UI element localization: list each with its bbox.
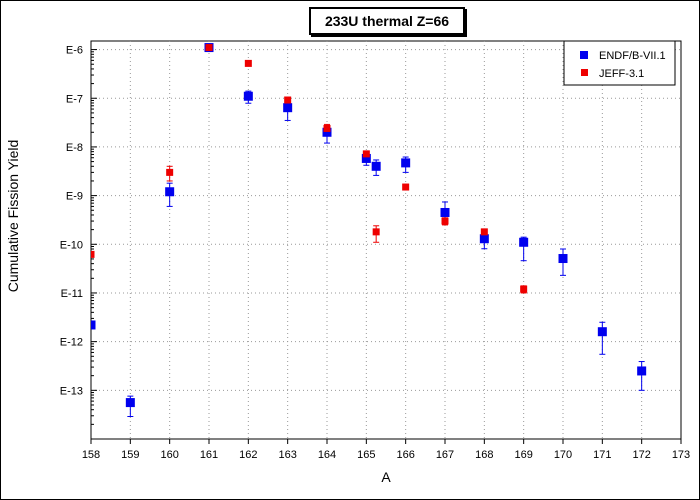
data-point xyxy=(323,124,331,132)
x-tick-label: 166 xyxy=(396,449,414,461)
legend-label-endf: ENDF/B-VII.1 xyxy=(599,50,666,62)
legend-marker-jeff xyxy=(581,69,588,76)
data-point xyxy=(440,207,450,217)
y-tick-label: E-6 xyxy=(66,45,83,57)
chart-title: 233U thermal Z=66 xyxy=(309,7,465,35)
data-point xyxy=(519,237,529,247)
data-point xyxy=(244,59,252,67)
data-point xyxy=(479,234,489,244)
y-tick-label: E-9 xyxy=(66,191,83,203)
data-point xyxy=(371,161,381,171)
y-tick-label: E-7 xyxy=(66,93,83,105)
series-jeff xyxy=(91,44,528,294)
x-tick-label: 161 xyxy=(200,449,218,461)
data-point xyxy=(372,228,380,236)
data-point xyxy=(401,158,411,168)
legend-box xyxy=(563,40,676,86)
legend: ENDF/B-VII.1 JEFF-3.1 xyxy=(563,40,676,86)
x-tick-label: 162 xyxy=(239,449,257,461)
x-axis-ticks: 158 159 160 161 162 163 164 165 166 167 168 169 170 1… xyxy=(82,439,690,461)
data-point xyxy=(637,366,647,376)
data-point xyxy=(402,183,410,191)
y-tick-label: E-10 xyxy=(60,239,83,251)
legend-label-jeff: JEFF-3.1 xyxy=(599,68,644,80)
data-point xyxy=(205,44,213,52)
data-point xyxy=(166,168,174,176)
x-tick-label: 165 xyxy=(357,449,375,461)
x-tick-label: 170 xyxy=(554,449,572,461)
x-tick-label: 160 xyxy=(160,449,178,461)
data-point xyxy=(597,327,607,337)
data-point xyxy=(91,250,95,258)
x-tick-label: 163 xyxy=(278,449,296,461)
data-point xyxy=(165,187,175,197)
x-tick-label: 168 xyxy=(475,449,493,461)
y-tick-label: E-12 xyxy=(60,337,83,349)
data-point xyxy=(243,91,253,101)
y-axis-ticks: E-6 E-7 E-8 E-9 E-10 E-11 E-12 E-13 xyxy=(60,45,97,397)
data-point xyxy=(125,398,135,408)
legend-marker-endf xyxy=(580,51,588,59)
data-point xyxy=(480,228,488,236)
x-tick-label: 159 xyxy=(121,449,139,461)
data-point xyxy=(362,150,370,158)
data-point xyxy=(558,254,568,264)
x-tick-label: 169 xyxy=(514,449,532,461)
x-tick-label: 164 xyxy=(318,449,336,461)
data-point xyxy=(361,153,371,163)
data-point xyxy=(91,320,96,330)
x-axis-title: A xyxy=(381,469,391,485)
x-tick-label: 158 xyxy=(82,449,100,461)
data-point xyxy=(441,217,449,225)
data-series xyxy=(91,43,647,417)
x-tick-label: 173 xyxy=(672,449,690,461)
y-tick-label: E-13 xyxy=(60,385,83,397)
y-tick-label: E-11 xyxy=(61,288,83,300)
plot-area xyxy=(90,40,682,440)
y-tick-label: E-8 xyxy=(66,142,83,154)
data-point xyxy=(283,103,293,113)
x-tick-label: 167 xyxy=(436,449,454,461)
data-point xyxy=(322,127,332,137)
data-point xyxy=(520,285,528,293)
x-tick-label: 171 xyxy=(593,449,611,461)
x-tick-label: 172 xyxy=(632,449,650,461)
data-point xyxy=(284,96,292,104)
y-axis-title: Cumulative Fission Yield xyxy=(5,140,21,293)
